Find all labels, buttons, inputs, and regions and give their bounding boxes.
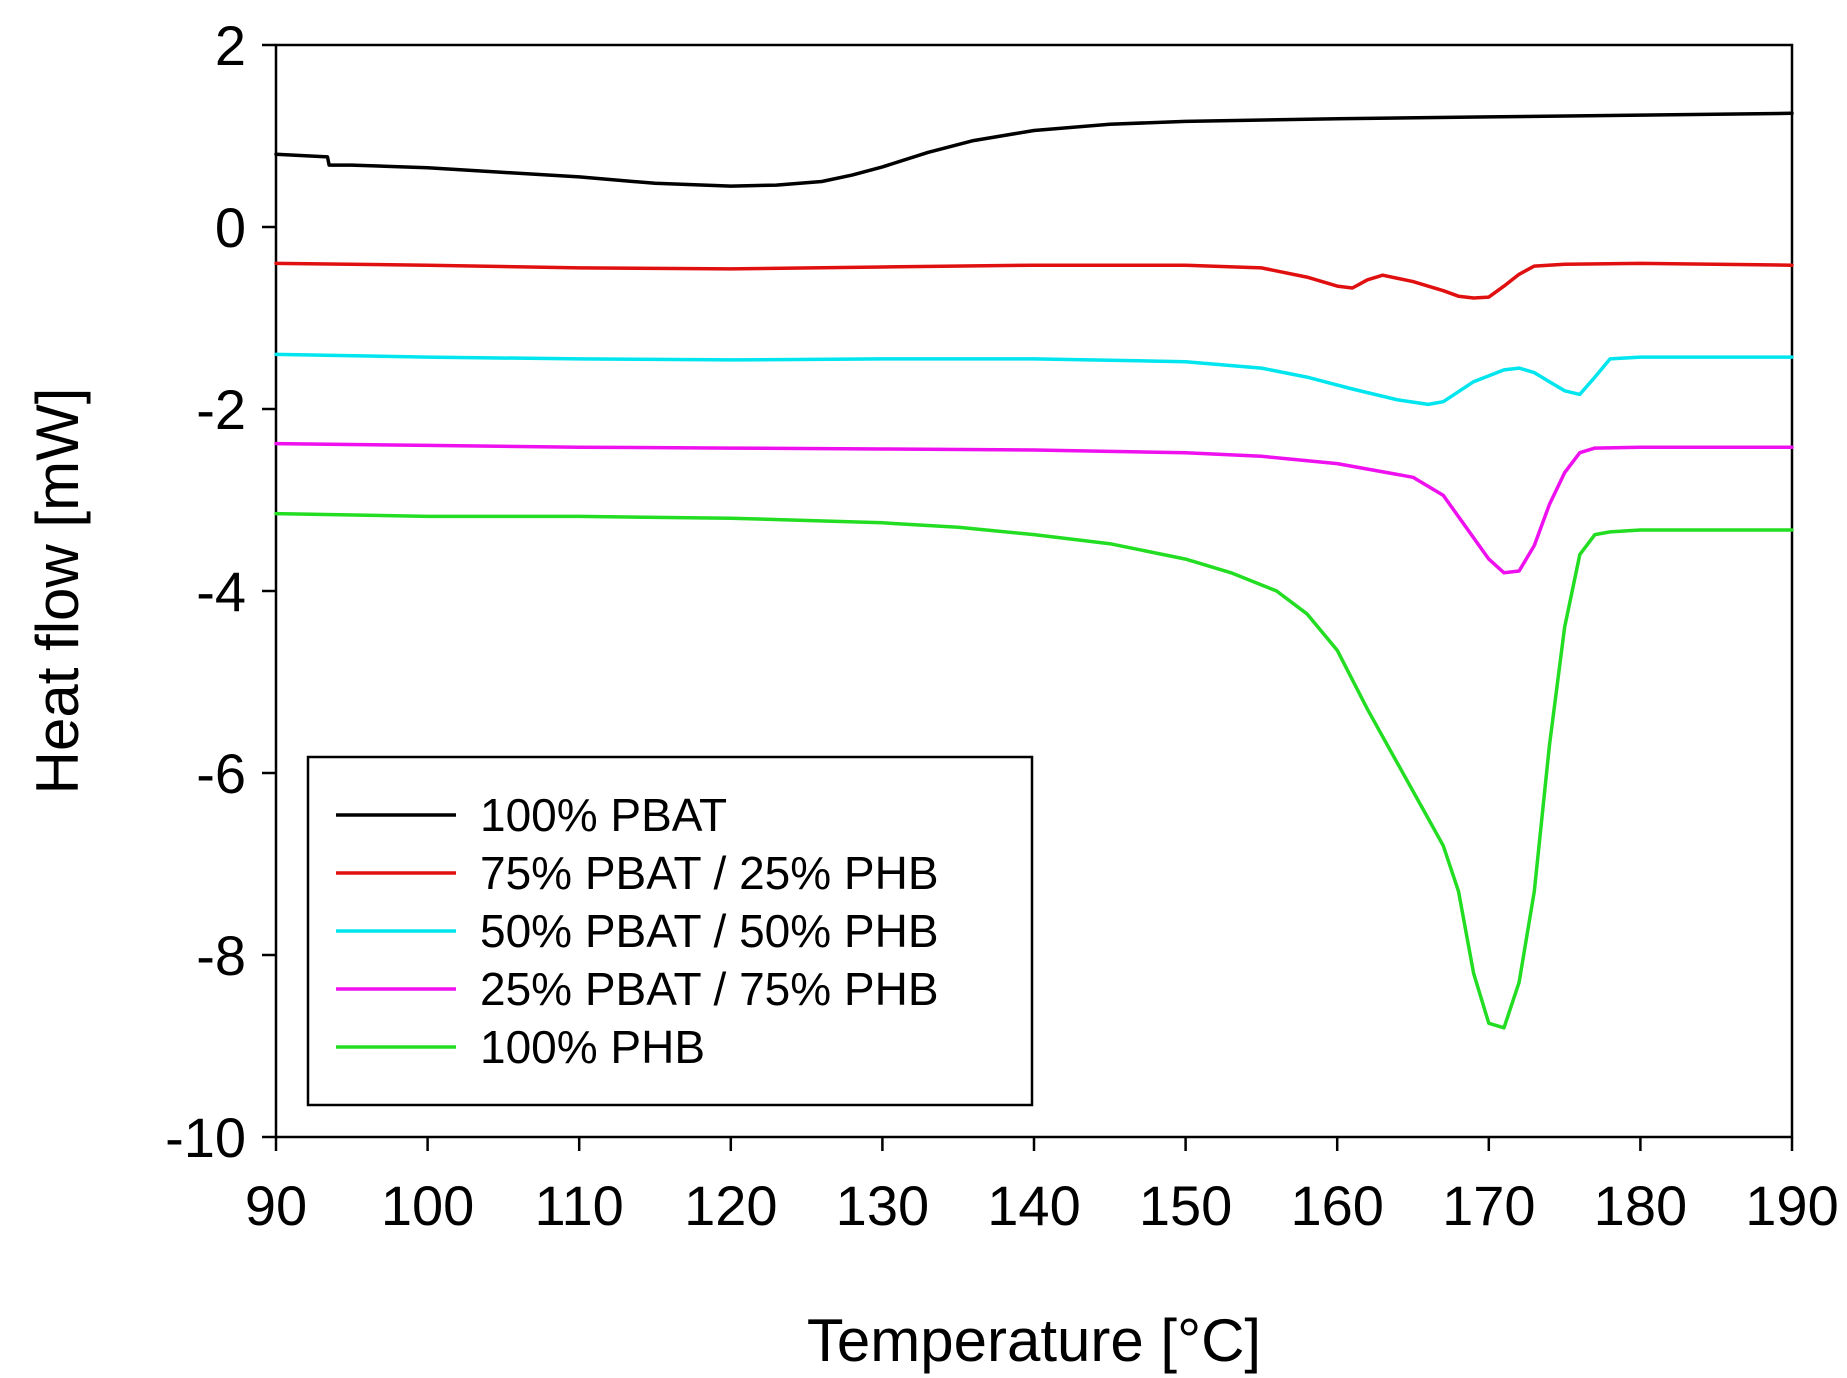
series-lines <box>274 111 1794 1030</box>
y-tick-label: 2 <box>215 14 246 77</box>
y-tick-label: -8 <box>196 924 246 987</box>
x-tick-label: 90 <box>245 1174 307 1237</box>
series-line-4 <box>274 441 1794 575</box>
x-tick-label: 120 <box>684 1174 777 1237</box>
x-tick-label: 180 <box>1594 1174 1687 1237</box>
x-tick-label: 140 <box>987 1174 1080 1237</box>
y-tick-label: 0 <box>215 196 246 259</box>
legend-label-1: 100% PBAT <box>480 789 727 841</box>
series-line-3 <box>274 352 1794 407</box>
x-axis-title: Temperature [°C] <box>807 1307 1261 1374</box>
x-tick-label: 160 <box>1290 1174 1383 1237</box>
legend-label-4: 25% PBAT / 75% PHB <box>480 963 939 1015</box>
legend-label-2: 75% PBAT / 25% PHB <box>480 847 939 899</box>
y-axis-title: Heat flow [mW] <box>24 388 91 795</box>
series-line-2 <box>274 261 1794 300</box>
legend-label-5: 100% PHB <box>480 1021 705 1073</box>
y-tick-label: -6 <box>196 742 246 805</box>
x-tick-label: 170 <box>1442 1174 1535 1237</box>
y-tick-label: -4 <box>196 560 246 623</box>
series-line-1 <box>274 111 1794 188</box>
legend: 100% PBAT 75% PBAT / 25% PHB 50% PBAT / 50… <box>306 755 1034 1107</box>
x-tick-label: 190 <box>1745 1174 1838 1237</box>
y-tick-label: -2 <box>196 378 246 441</box>
legend-label-3: 50% PBAT / 50% PHB <box>480 905 939 957</box>
x-tick-label: 110 <box>535 1174 624 1237</box>
x-tick-label: 100 <box>381 1174 474 1237</box>
axes: 90 100 110 120 130 140 150 160 170 180 190 -10 -8 -6 -… <box>165 14 1839 1237</box>
x-tick-label: 130 <box>836 1174 929 1237</box>
series-line-5 <box>274 511 1794 1030</box>
x-tick-label: 150 <box>1139 1174 1232 1237</box>
y-tick-label: -10 <box>165 1106 246 1169</box>
